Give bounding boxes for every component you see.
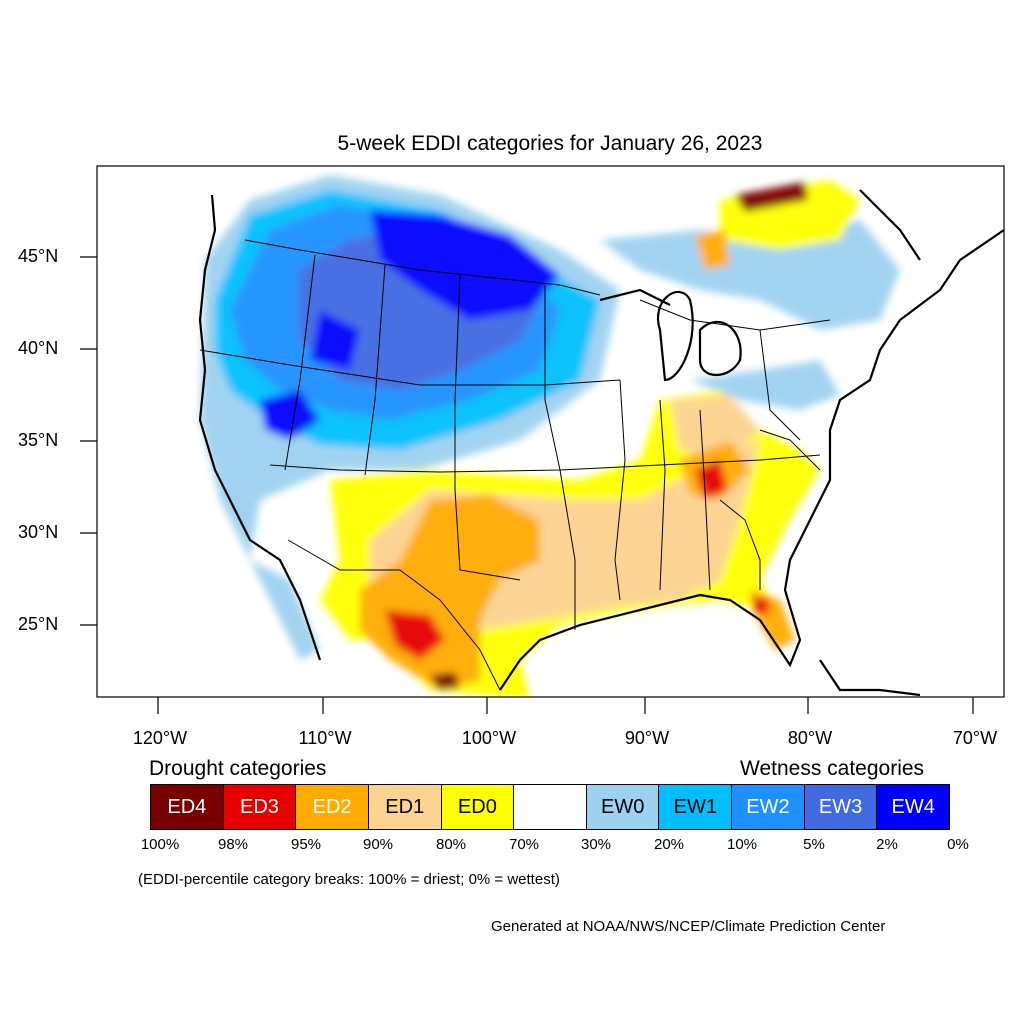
legend-swatch-ed0: ED0 xyxy=(441,785,515,829)
break-5: 5% xyxy=(803,836,825,853)
lat-label-35: 35°N xyxy=(18,430,59,450)
region-ew4-north xyxy=(370,210,560,320)
legend-swatch-ed2: ED2 xyxy=(296,785,369,829)
lat-label-25: 25°N xyxy=(18,614,59,634)
category-breaks-note: (EDDI-percentile category breaks: 100% =… xyxy=(138,871,560,888)
region-ew0-ne xyxy=(690,360,840,410)
break-98: 98% xyxy=(217,836,249,853)
region-ed1-ohio xyxy=(670,395,760,460)
break-0: 0% xyxy=(947,836,969,853)
lon-label-80: 80°W xyxy=(787,728,833,748)
region-ed4-qc xyxy=(735,182,808,212)
legend-label-ed3: ED3 xyxy=(240,795,279,818)
lat-ticks xyxy=(80,256,97,626)
legend-swatch-ed1: ED1 xyxy=(368,785,442,829)
legend-label-ed1: ED1 xyxy=(385,795,425,818)
break-10: 10% xyxy=(726,836,758,853)
legend-swatch-ew0: EW0 xyxy=(586,785,660,829)
legend-swatch-ew3: EW3 xyxy=(804,785,878,829)
political-borders xyxy=(199,239,831,691)
region-ew4-west xyxy=(310,310,360,370)
legend-swatch-ed3: ED3 xyxy=(223,785,297,829)
lat-label-40: 40°N xyxy=(18,338,59,358)
category-legend: ED4 ED3 ED2 ED1 ED0 EW0 EW1 EW2 EW3 EW4 xyxy=(150,784,950,830)
legend-swatch-ew4: EW4 xyxy=(877,785,950,829)
legend-label-ew2: EW2 xyxy=(746,795,790,818)
break-90: 90% xyxy=(362,836,394,853)
legend-swatch-neutral xyxy=(514,785,587,829)
lon-label-100: 100°W xyxy=(461,728,517,748)
region-ed4-tx xyxy=(430,672,460,690)
break-95: 95% xyxy=(290,836,322,853)
coastlines xyxy=(198,189,1004,697)
lat-label-45: 45°N xyxy=(18,246,59,266)
lon-label-90: 90°W xyxy=(624,728,670,748)
lon-label-70: 70°W xyxy=(952,728,998,748)
drought-categories-title: Drought categories xyxy=(149,757,327,780)
legend-label-ew0: EW0 xyxy=(600,795,645,818)
legend-label-ed2: ED2 xyxy=(312,795,352,818)
wetness-categories-title: Wetness categories xyxy=(740,757,925,780)
lon-ticks xyxy=(157,697,974,714)
lat-label-30: 30°N xyxy=(18,522,59,542)
legend-swatch-ew1: EW1 xyxy=(659,785,733,829)
legend-label-ew3: EW3 xyxy=(818,795,863,818)
map-frame xyxy=(96,165,1005,698)
legend-label-ed4: ED4 xyxy=(167,795,207,818)
lon-label-110: 110°W xyxy=(298,728,352,748)
legend-label-ew1: EW1 xyxy=(673,795,717,818)
legend-label-ew4: EW4 xyxy=(891,795,935,818)
region-ed3-fl xyxy=(752,595,770,615)
legend-swatch-ed4: ED4 xyxy=(151,785,224,829)
legend-label-ed0: ED0 xyxy=(457,795,497,818)
break-100: 100% xyxy=(140,836,180,853)
credit-line: Generated at NOAA/NWS/NCEP/Climate Predi… xyxy=(491,918,886,935)
legend-swatch-ew2: EW2 xyxy=(732,785,805,829)
break-2: 2% xyxy=(876,836,898,853)
break-70: 70% xyxy=(508,836,540,853)
break-80: 80% xyxy=(435,836,467,853)
region-ed2-ont xyxy=(695,230,730,270)
break-30: 30% xyxy=(580,836,612,853)
region-ew0-east xyxy=(600,220,900,330)
region-ew4-nevada xyxy=(260,390,320,440)
region-ed3-tx xyxy=(385,610,445,660)
map-title: 5-week EDDI categories for January 26, 2… xyxy=(337,132,763,155)
lon-label-120: 120°W xyxy=(132,728,188,748)
break-20: 20% xyxy=(653,836,685,853)
